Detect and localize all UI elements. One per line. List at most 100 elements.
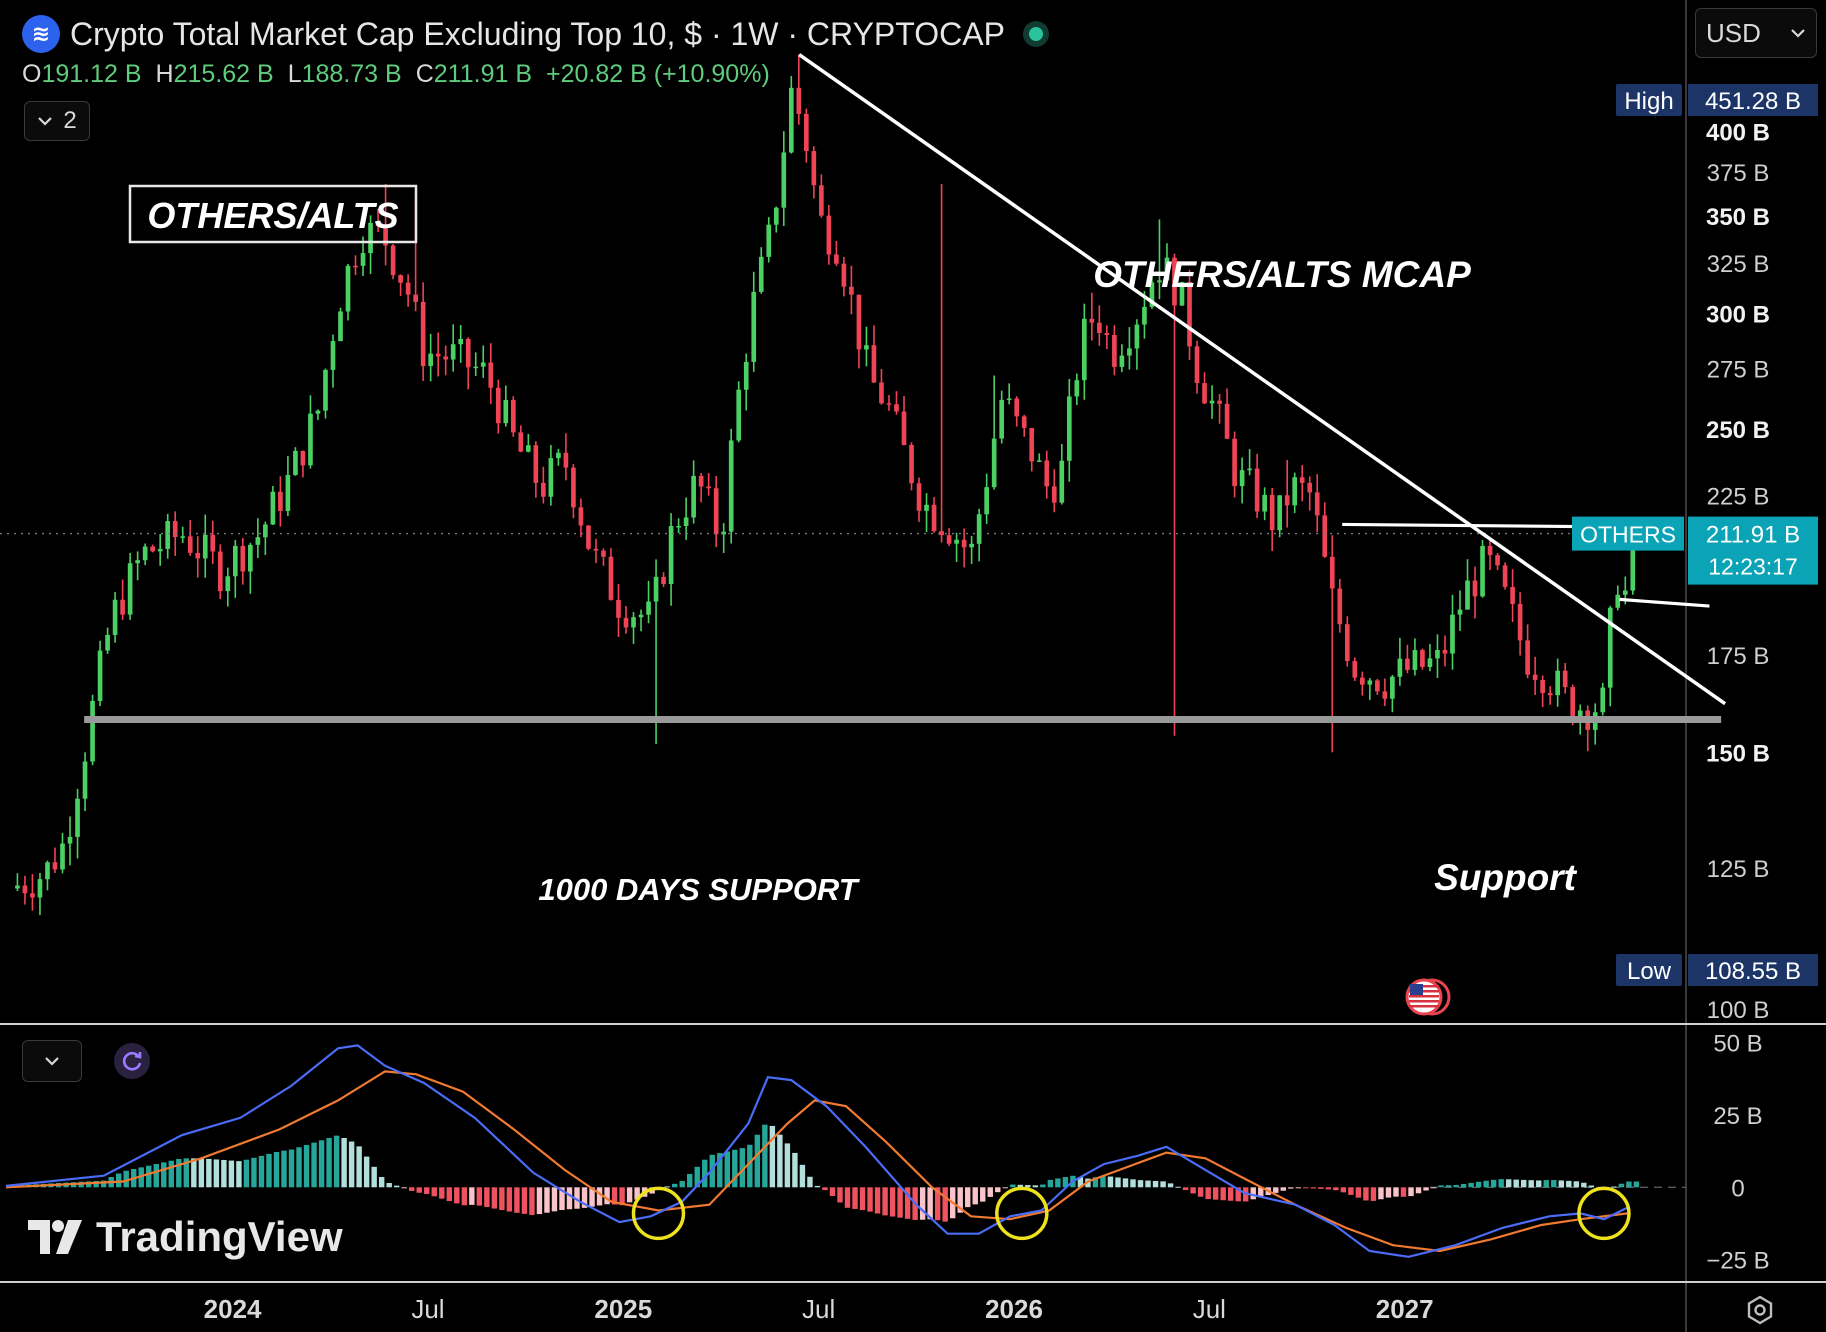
flag-stripe bbox=[1409, 985, 1439, 988]
candle-body bbox=[1209, 400, 1215, 404]
change-value: +20.82 B (+10.90%) bbox=[546, 60, 770, 88]
histogram-bar bbox=[1460, 1183, 1467, 1188]
histogram-bar bbox=[769, 1125, 776, 1188]
histogram-bar bbox=[1310, 1187, 1317, 1189]
candle-body bbox=[390, 245, 396, 276]
candle-body bbox=[1119, 355, 1125, 367]
candle-body bbox=[90, 700, 95, 762]
chart-title: Crypto Total Market Cap Excluding Top 10… bbox=[70, 15, 1005, 52]
histogram-bar bbox=[1490, 1179, 1497, 1188]
histogram-bar bbox=[303, 1144, 310, 1188]
candle-body bbox=[1495, 555, 1500, 566]
histogram-bar bbox=[198, 1158, 205, 1188]
histogram-bar bbox=[1040, 1184, 1046, 1188]
candle-body bbox=[1104, 332, 1110, 335]
candle-body bbox=[1607, 607, 1613, 688]
histogram-bar bbox=[1566, 1180, 1572, 1188]
histogram-bar bbox=[1611, 1186, 1617, 1188]
candle-body bbox=[578, 507, 584, 526]
close-value: 211.91 B bbox=[433, 60, 532, 88]
candle-body bbox=[1074, 380, 1080, 397]
histogram-bar bbox=[874, 1187, 881, 1214]
histogram-bar bbox=[904, 1187, 911, 1219]
candle-body bbox=[82, 761, 88, 799]
legend-bar: ≋ Crypto Total Market Cap Excluding Top … bbox=[22, 8, 1049, 60]
histogram-bar bbox=[1175, 1186, 1181, 1188]
currency-select[interactable]: USD bbox=[1695, 8, 1817, 58]
histogram-bar bbox=[1430, 1187, 1437, 1189]
live-status-icon bbox=[1022, 21, 1049, 47]
price-tick-label: 300 B bbox=[1706, 301, 1770, 328]
currency-value: USD bbox=[1706, 17, 1761, 48]
histogram-bar bbox=[1536, 1180, 1542, 1188]
ohlc-readout: O191.12 B H215.62 B L188.73 B C211.91 B … bbox=[22, 60, 770, 96]
candle-body bbox=[1547, 693, 1553, 696]
candle-body bbox=[601, 550, 606, 557]
candle-body bbox=[969, 543, 974, 548]
price-tick-label: 375 B bbox=[1707, 160, 1770, 187]
flag-stripe bbox=[1409, 990, 1439, 993]
candle-body bbox=[473, 366, 479, 369]
histogram-bar bbox=[739, 1148, 746, 1188]
candle-body bbox=[150, 546, 155, 552]
candle-body bbox=[1127, 348, 1132, 356]
refresh-icon[interactable] bbox=[114, 1043, 150, 1079]
candle-body bbox=[1224, 403, 1230, 439]
descending-trendline bbox=[798, 53, 1727, 706]
candle-body bbox=[278, 491, 283, 511]
histogram-bar bbox=[687, 1173, 693, 1188]
candle-body bbox=[1269, 494, 1275, 531]
low-marker-label: Low bbox=[1627, 958, 1672, 985]
candle-body bbox=[142, 546, 148, 561]
candle-body bbox=[608, 556, 614, 600]
candle-body bbox=[1412, 650, 1418, 670]
time-tick-label: 2027 bbox=[1376, 1294, 1434, 1324]
histogram-bar bbox=[1032, 1185, 1039, 1188]
candle-body bbox=[661, 576, 666, 584]
candle-body bbox=[1164, 257, 1170, 281]
support-label: Support bbox=[1434, 857, 1577, 898]
high-marker-label: High bbox=[1624, 88, 1673, 115]
candle-body bbox=[676, 525, 681, 528]
macd-pane-toggle-button[interactable] bbox=[22, 1040, 82, 1082]
low-marker-value: 108.55 B bbox=[1705, 958, 1801, 985]
candle-body bbox=[37, 879, 43, 898]
histogram-bar bbox=[311, 1142, 317, 1188]
histogram-bar bbox=[153, 1164, 159, 1188]
histogram-bar bbox=[1468, 1182, 1474, 1188]
candle-body bbox=[1157, 280, 1162, 283]
candle-body bbox=[916, 483, 922, 511]
histogram-bar bbox=[93, 1180, 99, 1188]
histogram-bar bbox=[799, 1164, 806, 1188]
histogram-bar bbox=[1363, 1187, 1369, 1201]
candle-body bbox=[743, 361, 749, 390]
candle-body bbox=[751, 291, 757, 362]
high-marker-label-bg bbox=[1616, 84, 1682, 116]
histogram-bar bbox=[138, 1167, 144, 1188]
candle-body bbox=[127, 563, 133, 615]
histogram-bar bbox=[1543, 1180, 1549, 1188]
histogram-bar bbox=[762, 1124, 768, 1188]
chevron-down-icon bbox=[1791, 29, 1805, 38]
histogram-bar bbox=[596, 1187, 603, 1206]
candle-body bbox=[1187, 282, 1192, 347]
histogram-bar bbox=[251, 1157, 257, 1188]
candle-body bbox=[1247, 468, 1252, 471]
histogram-bar bbox=[1273, 1187, 1279, 1193]
histogram-bar bbox=[1378, 1187, 1384, 1200]
candle-body bbox=[105, 634, 110, 651]
price-tick-label: 250 B bbox=[1706, 417, 1770, 444]
gear-icon[interactable] bbox=[1742, 1292, 1778, 1328]
histogram-bar bbox=[1618, 1183, 1625, 1188]
candle-body bbox=[1555, 670, 1560, 696]
histogram-bar bbox=[942, 1187, 948, 1222]
candle-body bbox=[1134, 324, 1140, 349]
histogram-bar bbox=[1385, 1187, 1392, 1198]
candle-body bbox=[435, 353, 441, 357]
candle-body bbox=[1307, 482, 1313, 493]
candle-body bbox=[240, 545, 246, 572]
price-tick-label: 275 B bbox=[1707, 357, 1770, 384]
candle-body bbox=[638, 614, 644, 618]
indicators-toggle-button[interactable]: 2 bbox=[24, 101, 90, 141]
candle-body bbox=[1487, 545, 1493, 556]
